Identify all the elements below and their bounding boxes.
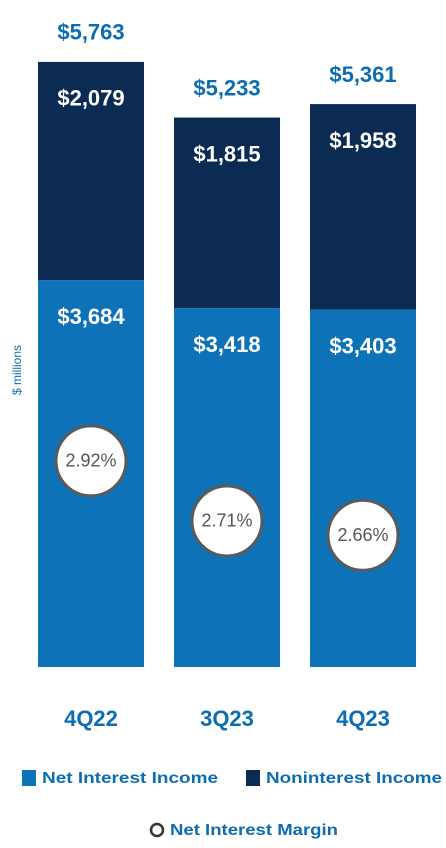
nim-marker — [54, 424, 128, 498]
x-tick-label: 4Q22 — [64, 706, 118, 731]
legend-label: Noninterest Income — [266, 770, 442, 787]
segment-label: $1,958 — [329, 128, 396, 153]
legend-swatch — [149, 822, 165, 838]
x-tick-label: 3Q23 — [200, 706, 254, 731]
bar-segment — [38, 61, 144, 281]
nim-marker — [326, 498, 400, 572]
segment-label: $3,418 — [193, 332, 260, 357]
x-tick-label: 4Q23 — [336, 706, 390, 731]
bar-segment — [174, 117, 280, 309]
nim-label: 2.92% — [65, 451, 116, 471]
segment-label: $3,684 — [57, 304, 125, 329]
y-axis-label: $ millions — [10, 345, 24, 395]
bar-segment — [310, 309, 416, 667]
segment-label: $2,079 — [57, 86, 124, 111]
total-label: $5,763 — [57, 20, 124, 45]
legend-label: Net Interest Margin — [170, 822, 338, 839]
nim-label: 2.66% — [337, 525, 388, 545]
nim-marker — [190, 484, 264, 558]
segment-label: $1,815 — [193, 141, 260, 166]
nim-label: 2.71% — [201, 511, 252, 531]
total-label: $5,233 — [193, 75, 260, 100]
total-label: $5,361 — [329, 62, 396, 87]
bar-segment — [310, 104, 416, 310]
segment-label: $3,403 — [329, 333, 396, 358]
legend-swatch — [22, 770, 36, 786]
legend-swatch — [246, 770, 260, 786]
legend-label: Net Interest Income — [42, 770, 218, 787]
